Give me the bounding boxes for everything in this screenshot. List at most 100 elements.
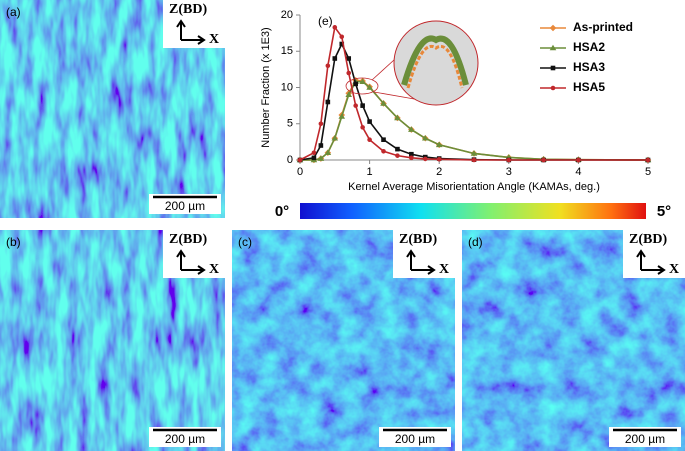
data-point bbox=[541, 157, 546, 163]
data-point bbox=[366, 84, 373, 90]
data-point bbox=[409, 155, 414, 161]
legend-marker bbox=[549, 24, 557, 32]
data-point bbox=[436, 156, 442, 162]
data-point bbox=[360, 125, 365, 130]
x-tick-label: 3 bbox=[506, 166, 512, 178]
x-tick-label: 0 bbox=[297, 166, 303, 178]
data-point bbox=[346, 56, 352, 61]
scale-label: 200 µm bbox=[165, 432, 205, 446]
data-point bbox=[408, 126, 415, 132]
data-point bbox=[331, 134, 339, 141]
data-point bbox=[422, 156, 428, 162]
x-tick-label: 2 bbox=[436, 166, 442, 178]
x-tick-label: 5 bbox=[645, 166, 651, 178]
legend-marker bbox=[550, 85, 556, 91]
data-point bbox=[381, 137, 386, 142]
data-point bbox=[353, 103, 358, 108]
axis-z-label: Z(BD) bbox=[169, 232, 207, 247]
x-tick-label: 4 bbox=[575, 166, 581, 178]
scale-box bbox=[149, 427, 221, 447]
data-point bbox=[360, 103, 365, 108]
data-point bbox=[332, 56, 338, 61]
legend-label: HSA3 bbox=[573, 60, 605, 74]
panel-label: (d) bbox=[468, 235, 483, 249]
data-point bbox=[318, 121, 324, 127]
panel-label: (a) bbox=[6, 5, 21, 19]
y-tick-label: 15 bbox=[281, 45, 293, 57]
legend-marker bbox=[549, 44, 557, 51]
axis-x-label: X bbox=[209, 262, 219, 277]
data-point bbox=[381, 149, 386, 154]
data-point bbox=[325, 99, 331, 105]
data-point bbox=[471, 157, 477, 163]
data-point bbox=[394, 114, 401, 121]
scale-label: 200 µm bbox=[625, 432, 665, 446]
scale-box bbox=[149, 194, 221, 214]
legend-label: As-printed bbox=[573, 20, 633, 34]
legend-label: HSA5 bbox=[573, 80, 605, 94]
scale-label: 200 µm bbox=[165, 199, 205, 213]
data-point bbox=[367, 119, 372, 124]
axis-x-label: X bbox=[439, 262, 449, 277]
data-point bbox=[435, 141, 443, 148]
axis-arrows bbox=[636, 249, 666, 275]
data-point bbox=[339, 41, 345, 47]
zoom-curve bbox=[406, 44, 464, 89]
data-point bbox=[421, 134, 429, 141]
scale-box bbox=[609, 427, 681, 447]
scale-box bbox=[379, 427, 451, 447]
y-tick-label: 0 bbox=[287, 154, 293, 166]
data-point bbox=[297, 157, 303, 163]
data-point bbox=[311, 155, 317, 161]
axis-arrows bbox=[176, 249, 206, 275]
y-axis-title: Number Fraction (x 1E3) bbox=[260, 27, 272, 147]
panel-label: (b) bbox=[6, 235, 21, 249]
y-tick-label: 10 bbox=[281, 81, 293, 93]
axis-z-label: Z(BD) bbox=[169, 2, 207, 17]
data-point bbox=[506, 157, 512, 163]
series-line bbox=[300, 80, 649, 161]
data-point bbox=[395, 153, 400, 158]
data-point bbox=[645, 157, 651, 163]
scale-label: 200 µm bbox=[395, 432, 435, 446]
zoom-curve bbox=[401, 35, 469, 86]
colorbar-min: 0° bbox=[275, 203, 289, 220]
data-point bbox=[318, 143, 324, 148]
data-point bbox=[353, 81, 358, 87]
data-point bbox=[346, 70, 352, 76]
data-point bbox=[367, 137, 372, 142]
data-point bbox=[317, 155, 325, 161]
axis-z-label: Z(BD) bbox=[399, 232, 437, 247]
colorbar bbox=[300, 203, 646, 219]
data-point bbox=[470, 150, 478, 156]
data-point bbox=[395, 146, 400, 152]
legend-label: HSA2 bbox=[573, 40, 605, 54]
panel-label: (c) bbox=[238, 235, 252, 249]
zoom-ring bbox=[345, 77, 379, 95]
data-point bbox=[339, 34, 345, 40]
panel-label: (e) bbox=[318, 14, 333, 28]
axis-arrows bbox=[406, 249, 436, 275]
data-point bbox=[576, 157, 581, 163]
series-line bbox=[299, 25, 648, 161]
y-tick-label: 20 bbox=[281, 9, 293, 21]
data-point bbox=[324, 149, 332, 156]
data-point bbox=[380, 100, 387, 106]
axis-x-label: X bbox=[209, 32, 219, 47]
data-point bbox=[338, 113, 346, 119]
data-point bbox=[359, 78, 366, 84]
x-axis-title: Kernel Average Misorientation Angle (KAM… bbox=[348, 181, 600, 193]
x-tick-label: 1 bbox=[367, 166, 373, 178]
axis-x-label: X bbox=[669, 262, 679, 277]
zoom-circle bbox=[393, 20, 479, 106]
legend-marker bbox=[550, 65, 556, 71]
axis-z-label: Z(BD) bbox=[629, 232, 667, 247]
y-tick-label: 5 bbox=[287, 118, 293, 130]
colorbar-max: 5° bbox=[657, 203, 671, 220]
axis-arrows bbox=[176, 19, 206, 45]
data-point bbox=[311, 150, 317, 156]
data-point bbox=[345, 91, 353, 98]
data-point bbox=[409, 151, 414, 157]
data-point bbox=[325, 63, 331, 69]
